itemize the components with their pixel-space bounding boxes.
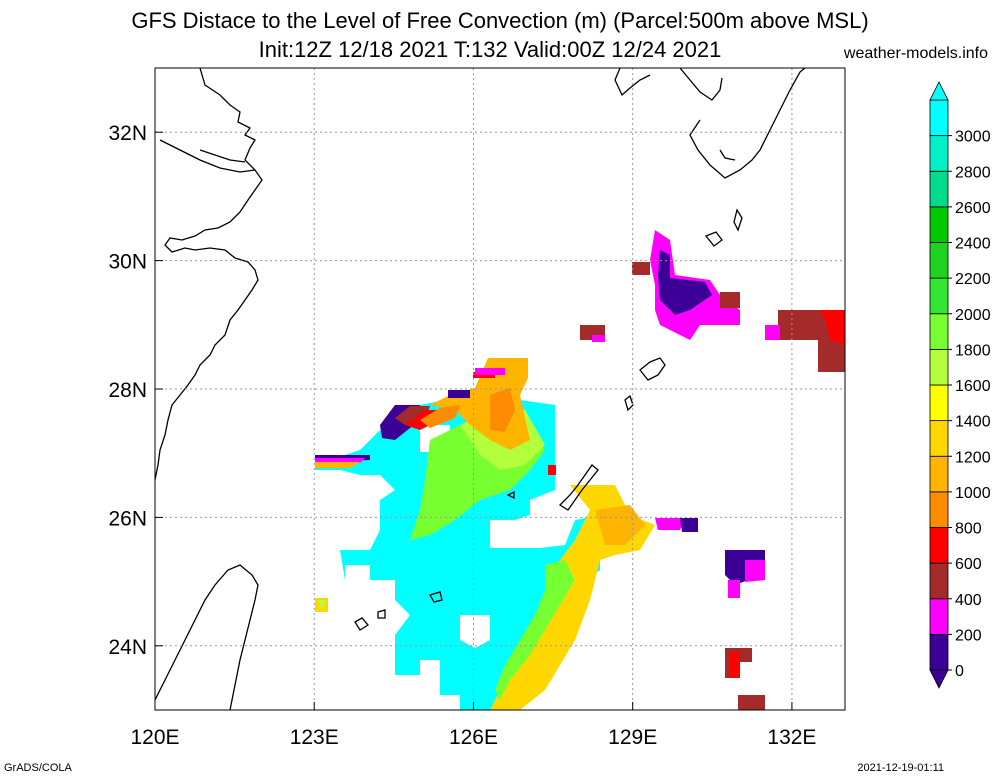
lat-tick-label: 26N: [108, 507, 147, 530]
coastlines: [155, 68, 806, 710]
colorbar-swatch: [929, 242, 949, 279]
colorbar-swatch: [929, 633, 949, 671]
coast-amami: [639, 357, 666, 381]
field-magenta-edge: [655, 518, 685, 530]
field-brown-ne: [720, 292, 740, 308]
field-orange-strip: [315, 462, 360, 468]
colorbar-label: 600: [955, 556, 982, 573]
lat-tick-label: 30N: [108, 251, 147, 274]
colorbar-swatch: [929, 598, 949, 635]
lon-tick-label: 129E: [608, 726, 657, 749]
colorbar-label: 2400: [955, 236, 991, 253]
colorbar-swatch: [929, 313, 949, 350]
coast-kerama: [506, 490, 515, 500]
lon-tick-label: 126E: [449, 726, 498, 749]
field-gap: [460, 615, 490, 648]
colorbar-swatch: [929, 348, 949, 386]
colorbar-label: 0: [955, 663, 964, 680]
field-red-edge: [548, 465, 556, 475]
colorbar-label: 1200: [955, 449, 991, 466]
field-small-patch: [318, 600, 326, 610]
colorbar-swatch: [929, 562, 949, 600]
generation-timestamp: 2021-12-19-01:11: [857, 762, 944, 774]
colorbar-swatch: [929, 170, 949, 208]
field-green-band: [495, 560, 575, 700]
map-grid: [155, 68, 845, 710]
coast-taiwan: [155, 564, 259, 710]
chart-subtitle: Init:12Z 12/18 2021 T:132 Valid:00Z 12/2…: [258, 37, 722, 62]
field-magenta-ne: [592, 335, 605, 342]
colorbar-label: 200: [955, 627, 982, 644]
colorbar-low-arrow: [929, 669, 949, 689]
colorbar-label: 800: [955, 521, 982, 538]
colorbar-label: 1000: [955, 485, 991, 502]
colorbar-swatch: [929, 527, 949, 564]
coast-yangtze: [159, 139, 256, 173]
colorbar-label: 2800: [955, 164, 991, 181]
colorbar-label: 2600: [955, 200, 991, 217]
axes: 120E 123E 126E 129E 132E 24N 26N 28N 30N 32N: [108, 122, 816, 749]
colorbar-label: 1800: [955, 342, 991, 359]
field-brown-ne: [632, 262, 650, 275]
site-credit[interactable]: weather-models.info: [843, 45, 988, 62]
field-orange-fringe: [420, 405, 460, 428]
coast-okinawa: [558, 464, 599, 511]
field-magenta-se: [745, 560, 765, 582]
coast-yakushima: [704, 231, 723, 247]
colorbar-swatch: [929, 455, 949, 493]
coast-china: [155, 68, 263, 481]
coast-miyako: [429, 591, 443, 603]
lon-tick-label: 120E: [130, 726, 179, 749]
field-brown-se: [738, 695, 765, 710]
field-purple-fringe: [448, 390, 470, 398]
coast-tanegashima: [733, 208, 743, 232]
coast-kyushu: [614, 68, 806, 179]
field-magenta-top: [475, 368, 505, 375]
field-magenta-se: [728, 580, 740, 598]
lat-tick-label: 32N: [108, 122, 147, 145]
field-darkorange: [490, 388, 515, 432]
colorbar-label: 3000: [955, 129, 991, 146]
field-purple-ne: [658, 250, 712, 315]
colorbar-label: 2200: [955, 271, 991, 288]
colorbar-label: 400: [955, 592, 982, 609]
colorbar-label: 2000: [955, 307, 991, 324]
colorbar-swatch: [929, 206, 949, 243]
colorbar-swatch: [929, 277, 949, 315]
field-magenta-east: [765, 325, 780, 340]
chart-title: GFS Distace to the Level of Free Convect…: [131, 8, 869, 33]
colorbar-swatch: [929, 384, 949, 422]
colorbar-swatch: [929, 491, 949, 528]
coast-yaeyama: [354, 609, 386, 631]
software-credit: GrADS/COLA: [4, 762, 72, 774]
field-red-se: [730, 652, 740, 678]
lon-tick-label: 123E: [290, 726, 339, 749]
colorbar-high-arrow: [929, 81, 949, 101]
colorbar-swatch: [929, 99, 949, 137]
colorbar: 0 200 400 600 800 1000 1200 1400 1600 1800 2000 220…: [929, 81, 991, 689]
colorbar-label: 1400: [955, 414, 991, 431]
lon-tick-label: 132E: [767, 726, 816, 749]
lat-tick-label: 24N: [108, 636, 147, 659]
coast-tokunoshima: [624, 394, 634, 412]
colorbar-swatch: [929, 420, 949, 457]
field-red-east: [820, 310, 845, 345]
lfc-shading: [315, 230, 845, 710]
lat-tick-label: 28N: [108, 379, 147, 402]
field-purple-edge: [680, 518, 698, 532]
colorbar-label: 1600: [955, 378, 991, 395]
colorbar-swatch: [929, 135, 949, 172]
